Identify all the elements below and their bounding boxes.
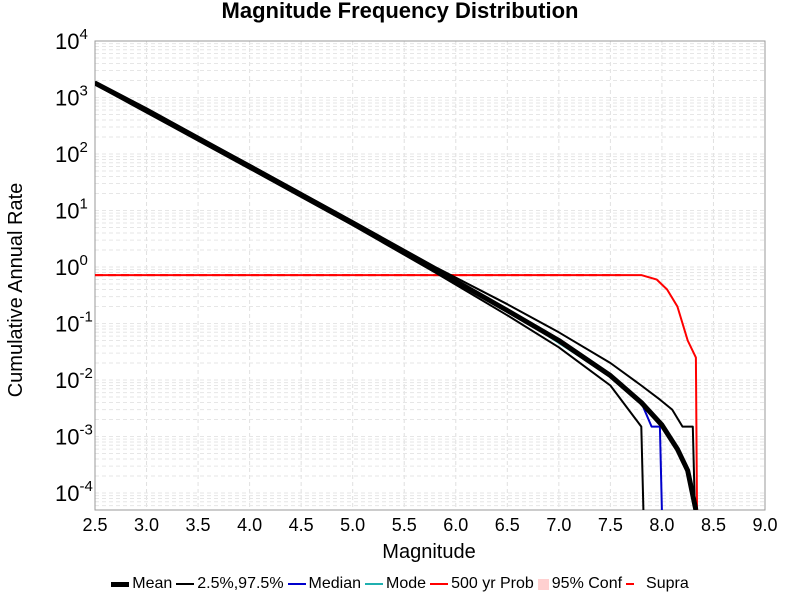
series-500-yr-prob	[95, 274, 698, 510]
legend-label: Median	[308, 575, 362, 592]
x-tick-label: 6.0	[443, 515, 468, 535]
y-tick-label: 10-1	[55, 309, 93, 337]
legend-swatch	[111, 581, 130, 587]
y-tick-label: 104	[55, 26, 88, 54]
series-layer	[95, 80, 699, 510]
legend-item: Supra	[626, 575, 689, 593]
chart-title: Magnitude Frequency Distribution	[222, 0, 579, 23]
legend: Mean 2.5%,97.5% Median Mode 500 yr Prob 95% C…	[0, 572, 800, 596]
legend-label: Mode	[386, 575, 427, 592]
legend-label: Mean	[132, 575, 173, 592]
series-mean	[95, 80, 699, 510]
x-tick-label: 8.0	[649, 515, 674, 535]
y-axis-label: Cumulative Annual Rate	[5, 183, 27, 398]
y-axis: 10-4 10-3 10-2 10-1 100 101 102 103 104	[55, 26, 93, 506]
x-tick-label: 3.0	[134, 515, 159, 535]
legend-label: 2.5%,97.5%	[197, 575, 284, 592]
legend-swatch	[626, 583, 635, 585]
legend-swatch	[287, 583, 306, 585]
legend-item: Median	[287, 575, 362, 593]
y-tick-label: 101	[55, 196, 88, 224]
y-tick-label: 10-2	[55, 365, 93, 393]
x-tick-label: 6.5	[495, 515, 520, 535]
y-tick-label: 103	[55, 83, 88, 111]
x-tick-label: 2.5	[82, 515, 107, 535]
legend-swatch	[537, 578, 549, 590]
legend-item: Mean	[111, 575, 172, 593]
legend-swatch	[176, 583, 195, 585]
x-tick-label: 4.0	[237, 515, 262, 535]
x-tick-label: 4.5	[289, 515, 314, 535]
x-tick-label: 7.0	[546, 515, 571, 535]
legend-label: Supra	[646, 575, 689, 592]
legend-label: 95% Conf	[551, 575, 623, 592]
y-tick-label: 10-4	[55, 478, 93, 506]
x-tick-label: 5.5	[392, 515, 417, 535]
series-2-5-97-5	[95, 83, 645, 510]
legend-item: Mode	[365, 575, 426, 593]
y-tick-label: 10-3	[55, 422, 93, 450]
legend-swatch	[430, 583, 449, 585]
y-tick-label: 102	[55, 139, 88, 167]
x-axis: 2.5 3.0 3.5 4.0 4.5 5.0 5.5 6.0 6.5 7.0 7.5 8.0 8.5 9…	[82, 515, 777, 535]
x-tick-label: 9.0	[752, 515, 777, 535]
y-tick-label: 100	[55, 252, 88, 280]
x-tick-label: 7.5	[598, 515, 623, 535]
x-tick-label: 8.5	[701, 515, 726, 535]
series-2-5-97-5	[95, 80, 696, 510]
legend-label: 500 yr Prob	[451, 575, 534, 592]
x-tick-label: 3.5	[186, 515, 211, 535]
legend-item: 500 yr Prob	[430, 575, 534, 593]
x-tick-label: 5.0	[340, 515, 365, 535]
x-axis-label: Magnitude	[382, 541, 475, 563]
legend-swatch	[365, 583, 384, 585]
legend-item: 2.5%,97.5%	[176, 575, 284, 593]
legend-item: 95% Conf	[537, 575, 623, 593]
